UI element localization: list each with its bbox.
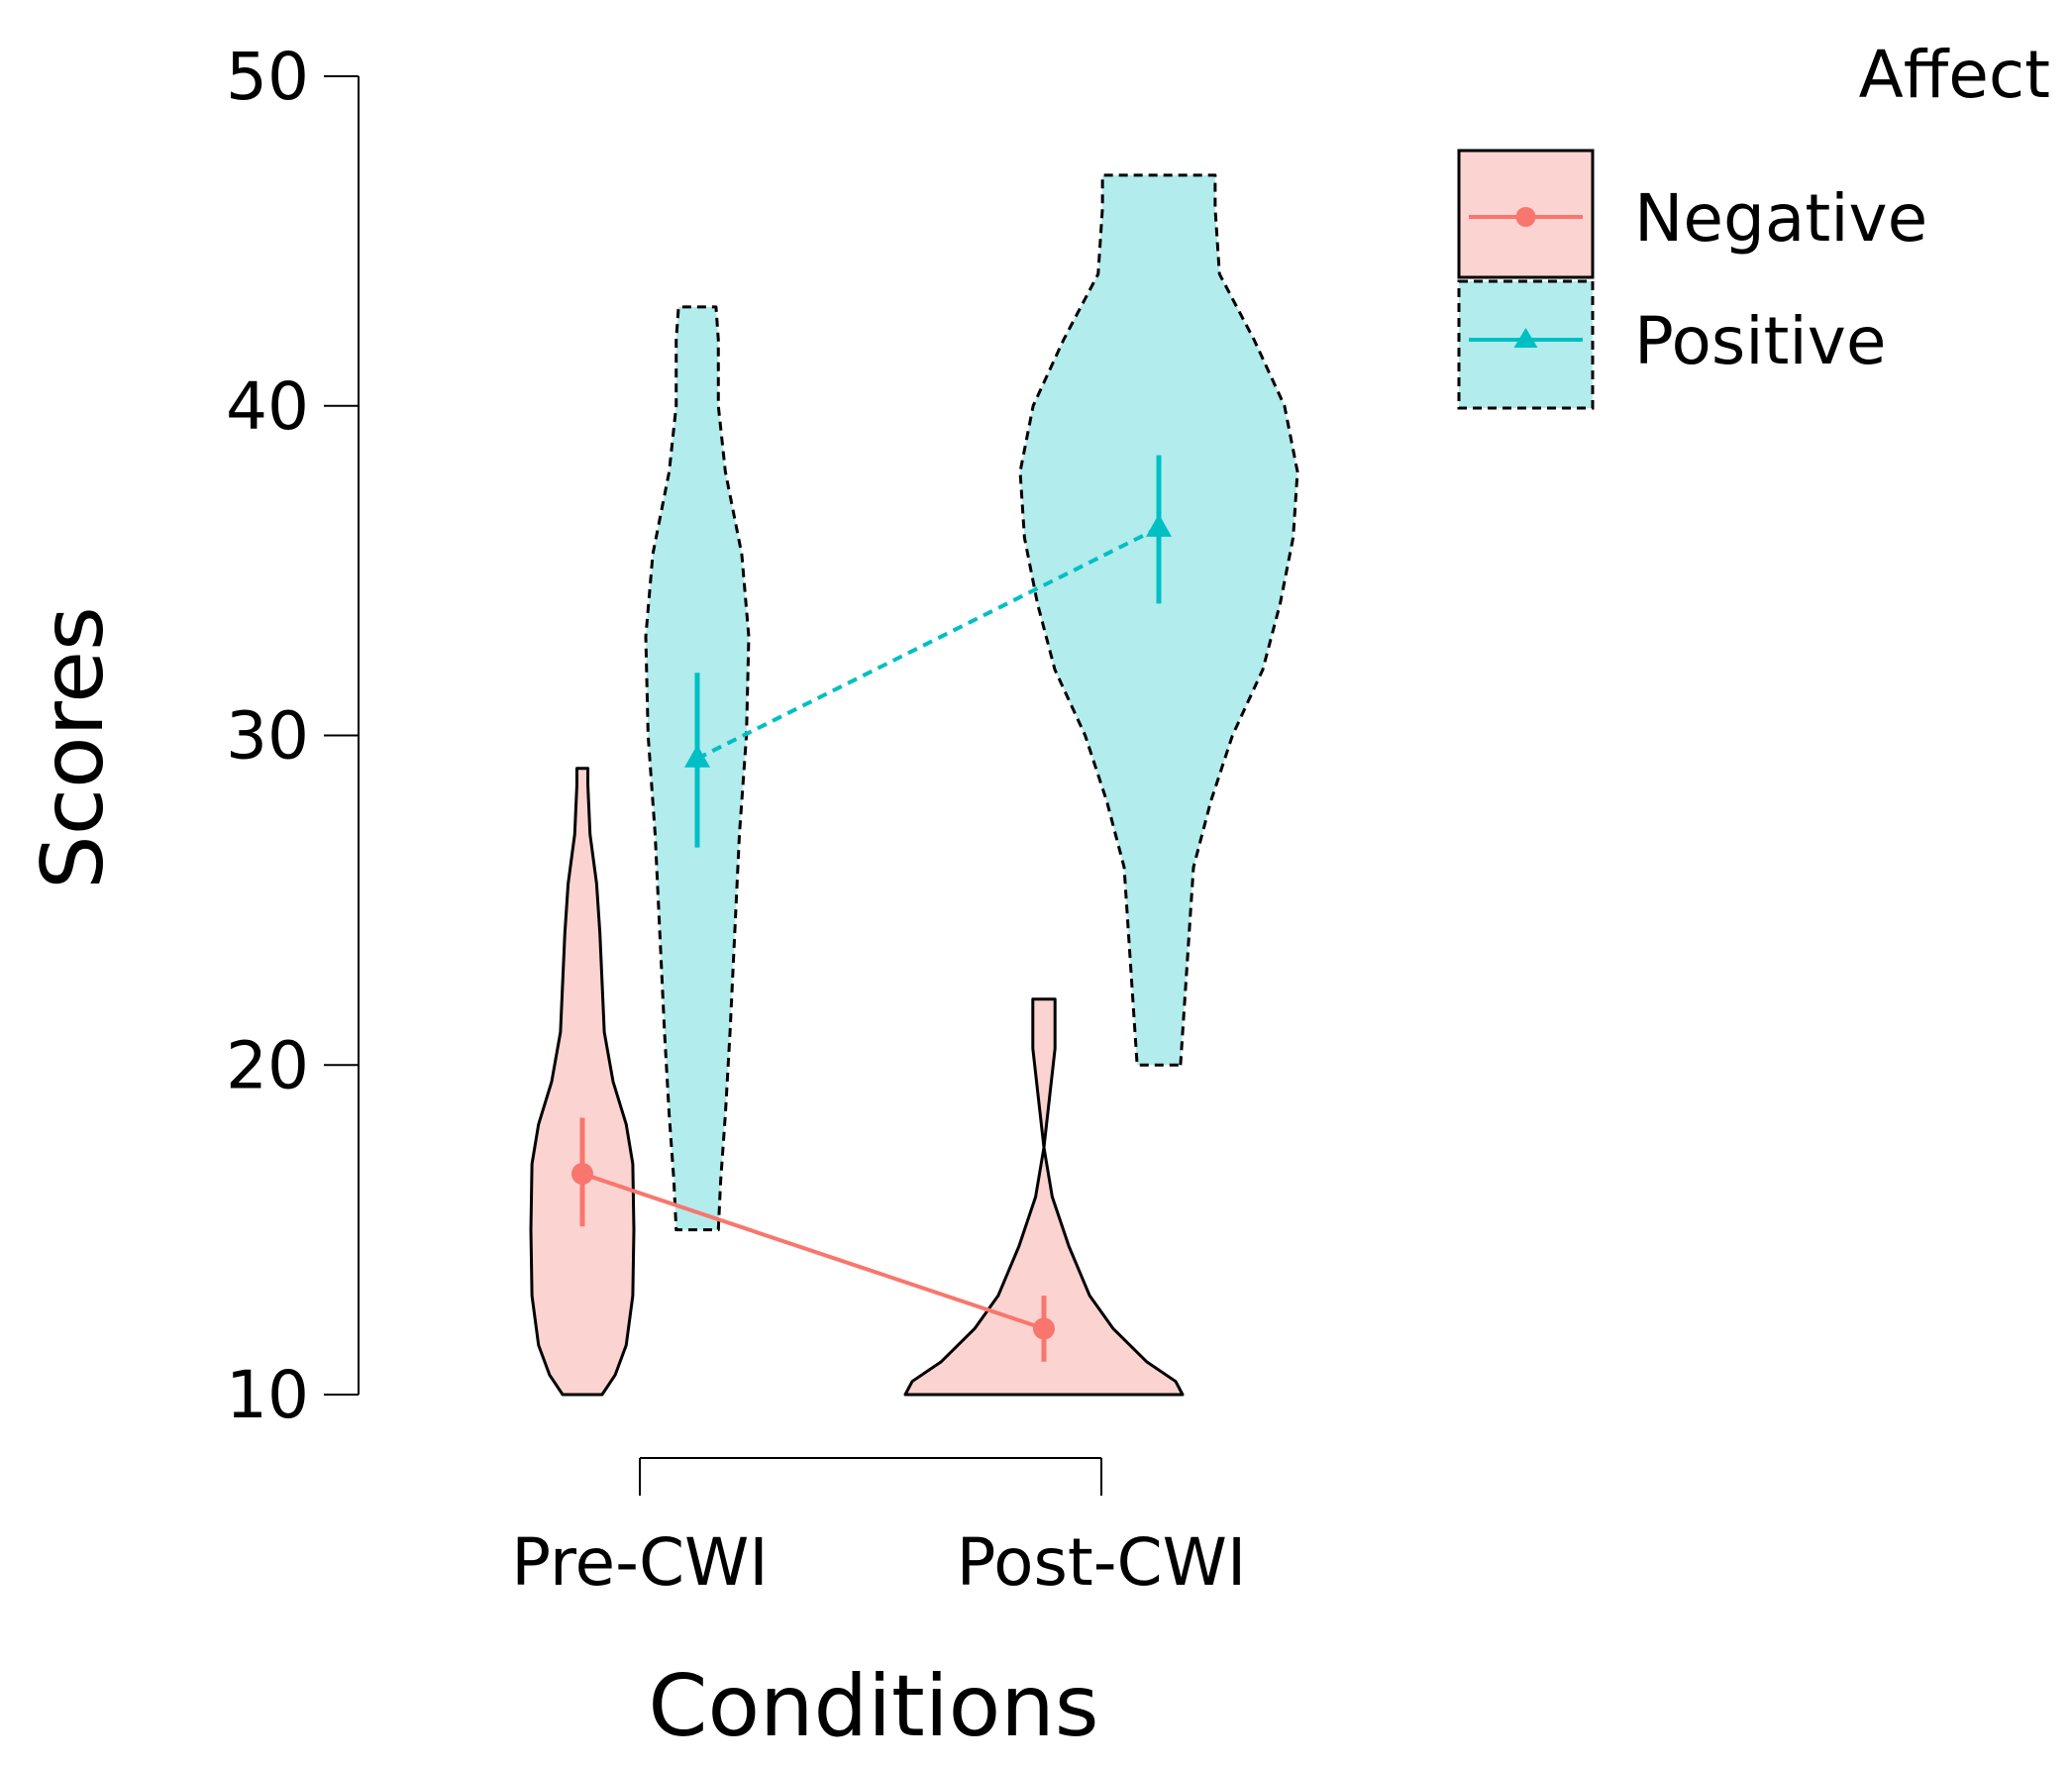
legend-label-positive: Positive — [1634, 303, 1886, 379]
legend-key-marker — [1515, 207, 1536, 227]
y-tick-label: 30 — [226, 698, 309, 775]
y-tick-label: 40 — [226, 368, 309, 445]
legend: Affect Negative Positive — [1457, 37, 2050, 410]
y-axis: 10 20 30 40 50 — [226, 39, 360, 1433]
legend-key-marker — [1513, 328, 1538, 348]
violin-negative-pre-cwi — [529, 767, 636, 1397]
mean-point-negative — [571, 1163, 593, 1186]
mean-point-negative — [1033, 1317, 1055, 1340]
y-tick-label: 50 — [226, 39, 309, 115]
x-axis: Pre-CWI Post-CWI — [511, 1457, 1247, 1601]
mean-point-positive — [1146, 513, 1172, 537]
x-tick-label: Post-CWI — [957, 1524, 1247, 1601]
mean-line-negative — [581, 1172, 1045, 1331]
violin-layer — [529, 173, 1299, 1397]
legend-label-negative: Negative — [1634, 180, 1927, 257]
y-tick-label: 20 — [226, 1027, 309, 1103]
mean-marker-layer — [571, 455, 1172, 1362]
mean-line-positive — [696, 526, 1160, 761]
x-axis-title: Conditions — [648, 1657, 1098, 1756]
mean-line-layer — [581, 526, 1160, 1331]
violin-negative-post-cwi — [903, 997, 1185, 1397]
violin-positive-post-cwi — [1018, 173, 1299, 1067]
x-tick-label: Pre-CWI — [511, 1524, 769, 1601]
legend-title: Affect — [1859, 37, 2050, 113]
mean-point-positive — [684, 744, 710, 768]
y-tick-label: 10 — [226, 1357, 309, 1433]
y-axis-title: Scores — [24, 606, 123, 889]
